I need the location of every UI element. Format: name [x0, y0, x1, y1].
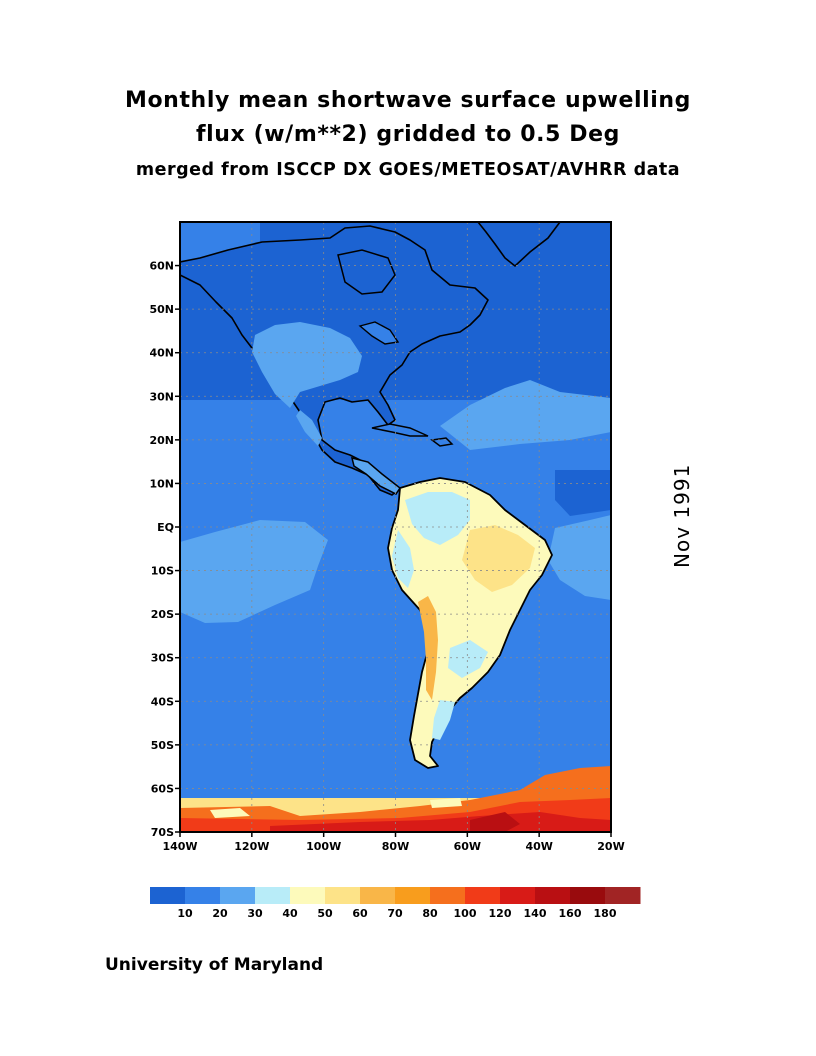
- title-line-3: merged from ISCCP DX GOES/METEOSAT/AVHRR…: [135, 160, 681, 180]
- lat-tick-label: 60S: [151, 782, 174, 795]
- west-andes-strip: [392, 530, 414, 588]
- great-lakes: [358, 321, 400, 345]
- colorbar-labels: 10 20 30 40 50 60 70 80 100 120 140 160 180: [177, 907, 616, 920]
- atlantic-cloud-region-north: [440, 380, 611, 450]
- colorbar-label: 180: [594, 907, 617, 920]
- lon-tick-label: 80W: [382, 840, 409, 853]
- colorbar: [150, 887, 641, 904]
- colorbar-label: 50: [317, 907, 333, 920]
- colorbar-swatch: [535, 887, 571, 904]
- lat-tick-label: EQ: [157, 521, 174, 534]
- pampas-region: [448, 640, 488, 678]
- lon-tick-label: 120W: [234, 840, 269, 853]
- lon-tick-label: 140W: [162, 840, 197, 853]
- brazil-highlands: [462, 525, 535, 592]
- colorbar-label: 140: [524, 907, 547, 920]
- colorbar-swatch: [395, 887, 431, 904]
- map-panel: [180, 222, 611, 832]
- lat-tick-label: 10N: [149, 477, 174, 490]
- lat-tick-label: 70S: [151, 826, 174, 839]
- lon-tick-label: 40W: [525, 840, 552, 853]
- patagonia-region: [432, 700, 455, 740]
- north-america-interior: [252, 322, 362, 408]
- colorbar-swatch: [465, 887, 501, 904]
- lon-tick-label: 100W: [306, 840, 341, 853]
- colorbar-swatch: [500, 887, 536, 904]
- colorbar-label: 80: [422, 907, 438, 920]
- lat-tick-label: 60N: [149, 260, 174, 273]
- lon-tick-label: 60W: [454, 840, 481, 853]
- colorbar-swatch: [185, 887, 221, 904]
- colorbar-swatch: [325, 887, 361, 904]
- colorbar-label: 10: [177, 907, 193, 920]
- longitude-axis: 140W 120W 100W 80W 60W 40W 20W: [162, 832, 625, 853]
- colorbar-label: 60: [352, 907, 368, 920]
- lon-tick-label: 20W: [597, 840, 624, 853]
- colorbar-swatch: [605, 887, 641, 904]
- colorbar-swatch: [290, 887, 326, 904]
- colorbar-label: 30: [247, 907, 263, 920]
- colorbar-label: 160: [559, 907, 582, 920]
- colorbar-swatch: [150, 887, 186, 904]
- colorbar-swatch: [360, 887, 396, 904]
- andes-region: [418, 596, 438, 700]
- credit-text: University of Maryland: [105, 955, 324, 975]
- lat-tick-label: 50N: [149, 303, 174, 316]
- colorbar-swatch: [255, 887, 291, 904]
- colorbar-label: 40: [282, 907, 298, 920]
- lat-tick-label: 40S: [151, 695, 174, 708]
- antarctic-peninsula-strip: [470, 812, 520, 832]
- atlantic-cloud-region-south: [548, 515, 611, 600]
- greenland-land: [476, 222, 561, 268]
- colorbar-swatch: [430, 887, 466, 904]
- colorbar-label: 120: [489, 907, 512, 920]
- colorbar-label: 20: [212, 907, 228, 920]
- lat-tick-label: 20S: [151, 608, 174, 621]
- pacific-cloud-region: [180, 520, 328, 623]
- colorbar-label: 100: [454, 907, 477, 920]
- date-label: Nov 1991: [670, 463, 694, 568]
- colorbar-label: 70: [387, 907, 403, 920]
- antarctic-band-darkred: [270, 812, 611, 832]
- colorbar-swatch: [220, 887, 256, 904]
- lat-tick-label: 20N: [149, 434, 174, 447]
- antarctic-light-blocks: [210, 798, 462, 818]
- hudson-bay: [337, 249, 396, 295]
- lat-tick-label: 10S: [151, 565, 174, 578]
- cuba-island: [371, 423, 429, 437]
- title-line-1: Monthly mean shortwave surface upwelling: [124, 88, 692, 113]
- amazon-region: [405, 492, 470, 545]
- latitude-axis: 60N 50N 40N 30N 20N 10N EQ 10S 20S 30S 40S 50S 60S 70…: [149, 260, 180, 839]
- lat-tick-label: 30S: [151, 652, 174, 665]
- hispaniola-island: [430, 437, 454, 447]
- colorbar-swatch: [570, 887, 606, 904]
- central-america-land: [350, 456, 402, 495]
- lat-tick-label: 40N: [149, 347, 174, 360]
- mexico-plateau: [296, 410, 322, 446]
- lat-tick-label: 50S: [151, 739, 174, 752]
- lat-tick-label: 30N: [149, 390, 174, 403]
- atlantic-tropical-band: [555, 470, 611, 516]
- title-line-2: flux (w/m**2) gridded to 0.5 Deg: [195, 122, 620, 147]
